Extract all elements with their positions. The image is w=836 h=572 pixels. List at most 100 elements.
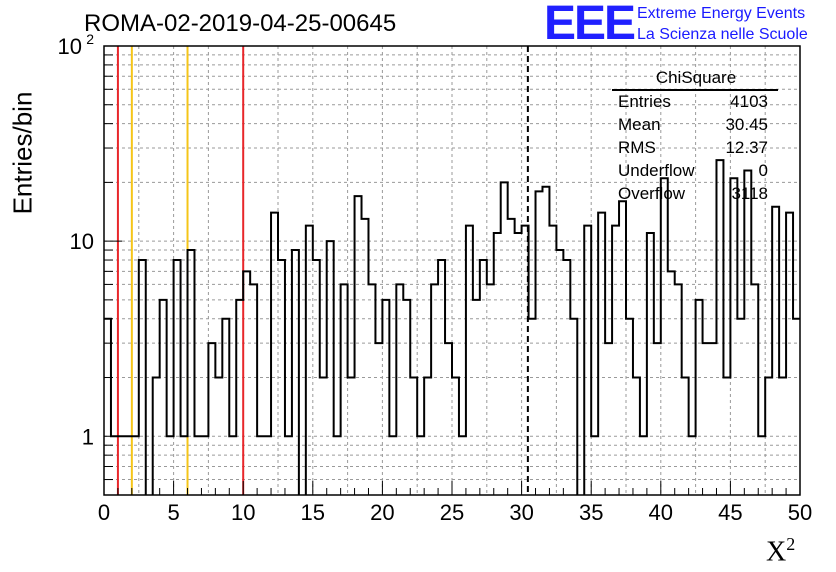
histogram-bin bbox=[793, 319, 800, 495]
histogram-bin bbox=[438, 260, 445, 495]
histogram-bin bbox=[612, 226, 619, 495]
stats-row-overflow: Overflow 3118 bbox=[618, 184, 768, 206]
histogram-bin bbox=[591, 436, 598, 495]
x-tick-label: 40 bbox=[649, 500, 673, 525]
histogram-bin bbox=[167, 436, 174, 495]
histogram-bin bbox=[480, 260, 487, 495]
stats-key: Underflow bbox=[618, 161, 695, 180]
histogram-bin bbox=[501, 182, 508, 495]
histogram-bin bbox=[424, 378, 431, 495]
histogram-bin bbox=[737, 319, 744, 495]
x-tick-label: 45 bbox=[718, 500, 742, 525]
histogram-bin bbox=[473, 300, 480, 495]
histogram-bin bbox=[341, 284, 348, 495]
histogram-bin bbox=[181, 436, 188, 495]
x-tick-label: 35 bbox=[579, 500, 603, 525]
histogram-bin bbox=[696, 300, 703, 495]
histogram-bin bbox=[285, 436, 292, 495]
histogram-bin bbox=[208, 343, 215, 495]
histogram-bin bbox=[271, 213, 278, 495]
stats-row-mean: Mean 30.45 bbox=[618, 115, 768, 137]
histogram-bin bbox=[215, 378, 222, 495]
histogram-bin bbox=[522, 226, 529, 495]
histogram-bin bbox=[779, 378, 786, 495]
y-tick-label-exponent: 2 bbox=[86, 31, 94, 47]
histogram-bin bbox=[355, 196, 362, 495]
histogram-bin bbox=[362, 219, 369, 495]
histogram-bin bbox=[236, 300, 243, 495]
histogram-bin bbox=[723, 378, 730, 495]
histogram-bin bbox=[619, 201, 626, 495]
stats-box: ChiSquare Entries 4103 Mean 30.45 RMS 12… bbox=[612, 68, 780, 208]
histogram-bin bbox=[118, 436, 125, 495]
histogram-bin bbox=[327, 241, 334, 495]
histogram-bin bbox=[320, 378, 327, 495]
stats-row-rms: RMS 12.37 bbox=[618, 138, 768, 160]
histogram-bin bbox=[104, 319, 111, 495]
histogram-bin bbox=[229, 436, 236, 495]
histogram-bin bbox=[654, 343, 661, 495]
eee-logo-line1: Extreme Energy Events bbox=[637, 5, 806, 22]
stats-key: RMS bbox=[618, 138, 656, 157]
histogram-bin bbox=[250, 284, 257, 495]
histogram-bin bbox=[542, 187, 549, 495]
chart-title: ROMA-02-2019-04-25-00645 bbox=[84, 10, 397, 37]
stats-value: 30.45 bbox=[725, 115, 768, 134]
eee-logo-line2: La Scienza nelle Scuole bbox=[637, 26, 808, 43]
histogram-outline bbox=[104, 159, 800, 495]
histogram-bin bbox=[570, 319, 577, 495]
histogram-bin bbox=[243, 271, 250, 495]
histogram-bin bbox=[139, 260, 146, 495]
stats-value: 12.37 bbox=[725, 138, 768, 157]
histogram-bin bbox=[786, 213, 793, 495]
histogram-bin bbox=[633, 378, 640, 495]
histogram-bin bbox=[626, 319, 633, 495]
stats-divider bbox=[612, 89, 778, 91]
histogram-bin bbox=[194, 436, 201, 495]
histogram-bin bbox=[431, 284, 438, 495]
x-tick-label: 50 bbox=[788, 500, 812, 525]
histogram-bin bbox=[264, 436, 271, 495]
histogram-bin bbox=[389, 436, 396, 495]
histogram-bin bbox=[375, 343, 382, 495]
histogram-bin bbox=[716, 160, 723, 495]
histogram-bin bbox=[382, 300, 389, 495]
histogram-bin bbox=[598, 213, 605, 495]
histogram-bin bbox=[368, 284, 375, 495]
histogram-bin bbox=[396, 284, 403, 495]
y-tick-label: 10 bbox=[70, 229, 94, 254]
histogram-bin bbox=[160, 300, 167, 495]
histogram-bin bbox=[689, 436, 696, 495]
x-axis-label: X2 bbox=[766, 534, 796, 568]
histogram-bin bbox=[445, 343, 452, 495]
histogram-bin bbox=[508, 219, 515, 495]
y-axis-label: Entries/bin bbox=[7, 91, 38, 215]
histogram-bin bbox=[222, 319, 229, 495]
histogram-bin bbox=[661, 178, 668, 495]
eee-logo: EEE bbox=[544, 0, 636, 50]
x-tick-label: 25 bbox=[440, 500, 464, 525]
histogram-bin bbox=[640, 436, 647, 495]
histogram-bin bbox=[682, 378, 689, 495]
histogram-bin bbox=[466, 226, 473, 495]
histogram-bin bbox=[306, 226, 313, 495]
histogram-bin bbox=[417, 436, 424, 495]
histogram-bin bbox=[751, 284, 758, 495]
y-tick-label: 1 bbox=[82, 424, 94, 449]
stats-key: Mean bbox=[618, 115, 661, 134]
histogram-bin bbox=[201, 436, 208, 495]
histogram-bin bbox=[549, 226, 556, 495]
histogram-bin bbox=[536, 191, 543, 495]
stats-key: Entries bbox=[618, 92, 671, 111]
stats-value: 0 bbox=[758, 161, 768, 180]
histogram-bin bbox=[125, 436, 132, 495]
histogram-bin bbox=[334, 436, 341, 495]
stats-title: ChiSquare bbox=[655, 68, 737, 87]
x-tick-label: 20 bbox=[370, 500, 394, 525]
stats-value: 3118 bbox=[731, 184, 768, 203]
histogram-bin bbox=[292, 250, 299, 495]
histogram-bin bbox=[584, 226, 591, 495]
x-tick-label: 5 bbox=[167, 500, 179, 525]
x-tick-label: 30 bbox=[509, 500, 533, 525]
